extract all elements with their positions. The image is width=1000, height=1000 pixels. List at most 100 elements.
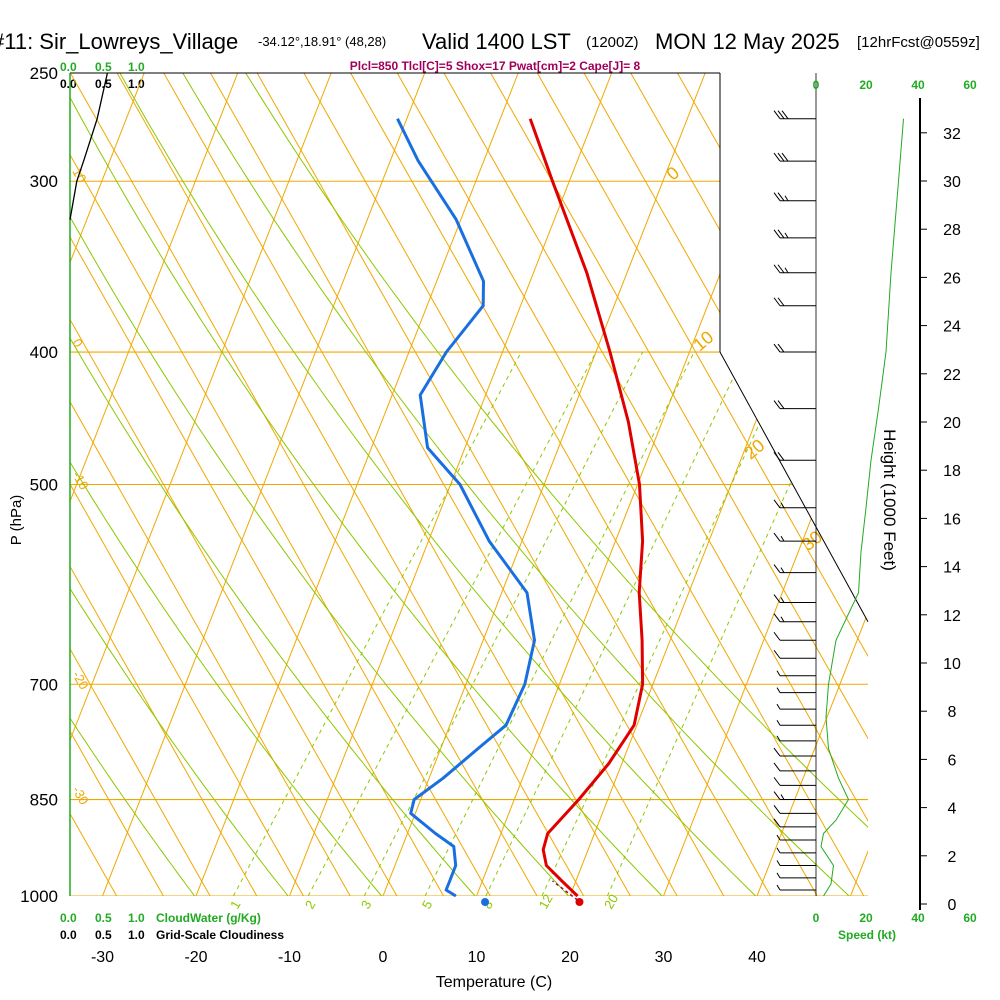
wind-barb: [773, 264, 816, 274]
moist-adiabat-line: [245, 73, 868, 896]
dry-adiabat-line: [0, 73, 23, 896]
cloud-water-tick: 1.0: [128, 911, 145, 925]
height-tick-label: 32: [943, 126, 961, 143]
wind-barb-flag: [773, 631, 781, 641]
cloudiness-tick: 0.5: [95, 928, 112, 942]
wind-barb: [773, 631, 816, 641]
pressure-tick-label: 850: [30, 791, 58, 810]
wind-barb-flag: [773, 400, 781, 409]
moist-adiabat-line: [70, 73, 382, 896]
wind-barb-flag: [773, 229, 781, 239]
speed-tick-label: 40: [911, 78, 925, 92]
parcel-trace-line: [552, 880, 578, 901]
wind-barb-flag: [773, 594, 781, 603]
wind-barb-half: [776, 834, 781, 841]
wind-barb: [773, 532, 816, 542]
moist-adiabat-line: [70, 73, 195, 896]
wind-barb-flag: [773, 499, 781, 509]
cloudiness-tick: 1.0: [128, 928, 145, 942]
mixing-ratio-line: [363, 351, 644, 896]
wind-barb-flag: [773, 747, 781, 757]
wind-barb-flag: [777, 229, 785, 239]
mixing-ratio-line: [307, 351, 597, 896]
height-tick-label: 2: [948, 849, 957, 866]
height-tick-label: 24: [943, 319, 961, 336]
wind-barb-half: [776, 687, 781, 693]
dry-adiabat-line: [70, 73, 164, 896]
dry-adiabat-line: [350, 73, 818, 896]
pressure-tick-label: 1000: [20, 887, 58, 906]
wind-barb-flag: [773, 297, 781, 307]
mixing-ratio-line: [606, 351, 849, 896]
wind-barb: [776, 872, 816, 879]
mixing-ratio-label: 5: [419, 898, 436, 912]
wind-barb: [773, 791, 816, 801]
wind-barb-flag: [777, 297, 785, 307]
height-tick-label: 26: [943, 270, 961, 287]
isotherm-line: [70, 73, 145, 896]
dry-adiabat-line: [911, 73, 1000, 896]
wind-barb-flag: [773, 152, 781, 162]
height-tick-label: 18: [943, 463, 961, 480]
valid-time: Valid 1400 LST: [422, 29, 571, 54]
wind-barb: [776, 884, 816, 891]
height-tick-label: 10: [943, 656, 961, 673]
moist-adiabat-line: [70, 73, 663, 896]
wind-speed-line: [820, 118, 904, 897]
wind-barb-flag: [777, 343, 785, 353]
wind-barb: [773, 229, 816, 239]
speed-tick-label: 40: [911, 911, 925, 925]
temperature-tick-label: 40: [748, 949, 766, 966]
dry-adiabat-line: [70, 73, 211, 896]
wind-barb: [773, 613, 816, 623]
wind-barb-flag: [773, 613, 781, 623]
wind-barb-flag: [777, 400, 785, 409]
plot-grid-clipped: [0, 73, 1000, 896]
wind-barb-flag: [781, 110, 789, 119]
pressure-tick-label: 700: [30, 675, 58, 694]
mixing-ratio-line: [541, 351, 793, 896]
wind-barb: [776, 834, 816, 841]
wind-barb-flag: [781, 152, 789, 162]
wind-barb-half: [780, 567, 785, 573]
dewpoint-line: [396, 118, 536, 898]
isotherm-label: 10: [69, 165, 89, 185]
temperature-tick-label: 0: [379, 949, 388, 966]
pressure-tick-label: 400: [30, 343, 58, 362]
wind-barb: [776, 735, 816, 742]
wind-barb-half: [780, 794, 785, 800]
wind-barb: [776, 847, 816, 854]
cloud-water-tick: 1.0: [128, 60, 145, 74]
temperature-tick-label: -10: [278, 949, 301, 966]
isotherm-line: [70, 73, 239, 896]
temperature-tick-label: -30: [91, 949, 114, 966]
height-tick-label: 8: [948, 704, 957, 721]
moist-adiabat-line: [70, 73, 569, 896]
wind-barb-half: [776, 719, 781, 726]
wind-barb: [773, 110, 816, 120]
temperature-line: [528, 118, 645, 898]
dry-adiabat-line: [70, 73, 258, 896]
isotherm-label: 0: [69, 336, 86, 350]
wind-barb-half: [784, 232, 789, 239]
wind-barb: [776, 860, 816, 867]
cloud-water-tick: 0.5: [95, 911, 112, 925]
pressure-tick-label: 500: [30, 476, 58, 495]
isotherm-line: [756, 73, 868, 896]
height-axis-title: Height (1000 Feet): [880, 429, 899, 571]
cloudiness-tick: 0.0: [60, 77, 77, 91]
wind-barb: [773, 818, 816, 828]
height-tick-label: 20: [943, 415, 961, 432]
dry-adiabat-line: [958, 73, 1000, 896]
height-tick-label: 16: [943, 511, 961, 528]
wind-barb-flag: [773, 649, 781, 659]
height-tick-label: 28: [943, 222, 961, 239]
temperature-tick-label: -20: [184, 949, 207, 966]
isotherm-line: [102, 73, 426, 896]
height-tick-label: 4: [948, 801, 957, 818]
wind-barb-half: [784, 195, 789, 201]
isotherm-line: [850, 73, 868, 896]
surface-dewpoint-marker: [481, 898, 490, 906]
dry-adiabat-line: [536, 73, 868, 896]
isotherm-line: [944, 73, 1000, 896]
